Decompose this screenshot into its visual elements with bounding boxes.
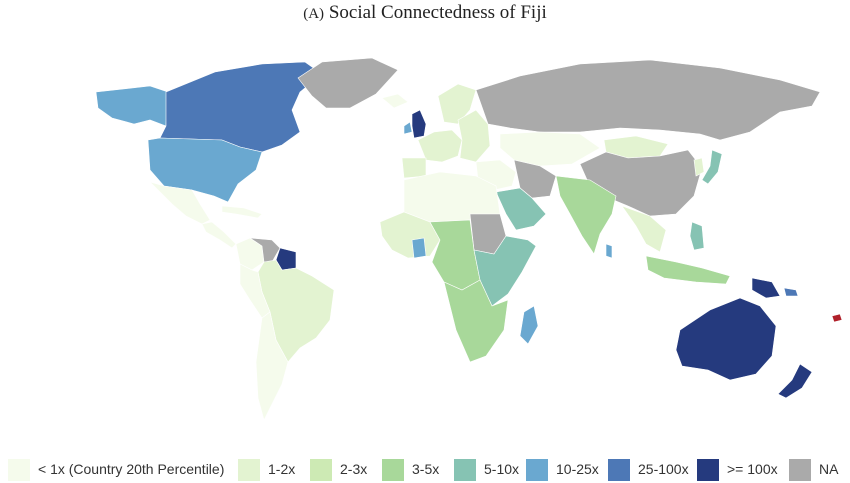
region-greenland [297,57,399,109]
legend-label-x10_25: 10-25x [556,461,599,477]
region-southern-africa [443,279,509,363]
map-title: (A) Social Connectedness of Fiji [0,2,850,24]
map-title-text: Social Connectedness of Fiji [328,2,547,23]
region-sri-lanka [605,243,613,259]
region-southeast-asia [621,205,667,253]
region-russia [475,59,821,141]
region-caribbean [221,205,263,219]
region-scandinavia [437,83,477,125]
map-legend: < 1x (Country 20th Percentile) 1-2x 2-3x 3-… [0,455,850,483]
region-alaska [95,85,169,127]
region-australia [675,297,777,381]
region-madagascar [519,305,539,345]
region-arabia [495,187,547,231]
region-east-africa [473,235,537,307]
legend-swatch-x10_25 [526,459,548,481]
legend-label-x5_10: 5-10x [484,461,520,477]
region-argentina-chile [255,311,289,421]
world-map [95,57,843,421]
legend-swatch-x2_3 [310,459,332,481]
region-iceland [381,93,409,109]
region-japan [701,149,723,185]
region-ghana [411,237,427,259]
region-ireland [403,121,413,135]
legend-swatch-lt1 [8,459,30,481]
legend-swatch-ge100 [697,459,719,481]
region-iberia [401,157,427,179]
legend-label-ge100: >= 100x [727,461,778,477]
region-kazakhstan [499,131,601,167]
legend-label-x3_5: 3-5x [412,461,440,477]
legend-swatch-x25_100 [608,459,630,481]
region-korea [693,157,705,177]
region-india [555,175,617,255]
region-new-zealand [777,363,813,399]
region-western-europe [417,129,463,163]
legend-label-na: NA [819,461,839,477]
region-philippines [689,221,705,251]
region-eastern-europe [457,109,491,163]
legend-swatch-na [789,459,811,481]
region-central-america [201,221,237,249]
legend-label-x1_2: 1-2x [268,461,296,477]
legend-swatch-x5_10 [454,459,476,481]
region-fiji [831,313,843,323]
region-solomons [783,287,799,297]
region-indonesia [645,255,731,285]
region-mexico [148,181,211,225]
legend-label-x25_100: 25-100x [638,461,689,477]
map-title-prefix: (A) [303,6,325,22]
legend-swatch-x1_2 [238,459,260,481]
region-png [751,277,781,299]
legend-label-x2_3: 2-3x [340,461,368,477]
legend-label-lt1: < 1x (Country 20th Percentile) [38,461,225,477]
region-uk [411,109,427,139]
legend-swatch-x3_5 [382,459,404,481]
